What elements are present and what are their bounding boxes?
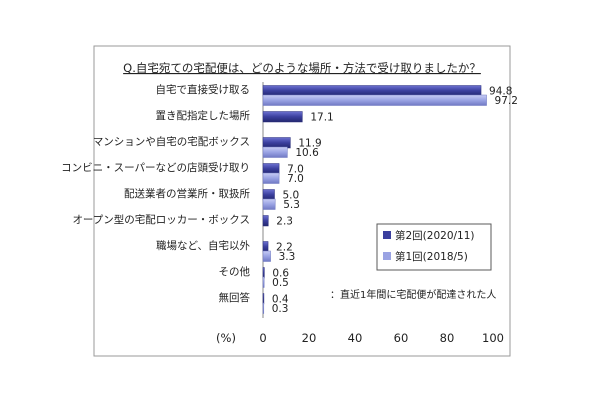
data-label: 94.8 [489, 86, 512, 98]
bar-series2 [262, 172, 280, 184]
x-tick-label: 100 [482, 331, 504, 345]
bar-series1 [262, 241, 269, 253]
category-label: 配送業者の営業所・取扱所 [124, 187, 250, 200]
category-label: その他 [219, 265, 251, 278]
data-label: 97.2 [495, 95, 518, 107]
x-axis-label: (%) [216, 331, 236, 345]
category-label: コンビニ・スーパーなどの店頭受け取り [61, 161, 250, 174]
bar-series2 [262, 146, 288, 158]
legend-label: 第2回(2020/11) [395, 229, 475, 242]
category-label: オープン型の宅配ロッカー・ボックス [72, 213, 250, 226]
bar-series1 [262, 137, 291, 149]
bar-series2 [262, 250, 271, 262]
category-label: 職場など、自宅以外 [156, 239, 250, 252]
data-label: 7.0 [287, 173, 304, 185]
data-label: 17.1 [310, 112, 333, 124]
legend-swatch [383, 252, 391, 260]
note-text: ：直近1年間に宅配便が配達された人 [330, 288, 496, 301]
category-label: 置き配指定した場所 [156, 109, 251, 122]
x-tick-label: 0 [259, 331, 266, 345]
category-label: マンションや自宅の宅配ボックス [93, 135, 250, 148]
data-label: 7.0 [287, 164, 304, 176]
x-tick-label: 80 [440, 331, 455, 345]
legend-swatch [383, 231, 391, 239]
x-tick-label: 60 [394, 331, 409, 345]
data-label: 3.3 [279, 251, 296, 263]
data-label: 5.3 [283, 199, 300, 211]
data-label: 2.2 [276, 242, 293, 254]
bar-series1 [262, 215, 269, 227]
data-label: 10.6 [295, 147, 319, 159]
legend-box [376, 223, 492, 271]
bar-series1 [262, 267, 265, 279]
bar-series1 [262, 293, 265, 305]
data-label: 11.9 [298, 138, 321, 150]
data-label: 0.3 [272, 303, 289, 315]
bar-series1 [262, 163, 280, 175]
bar-series2 [262, 94, 487, 106]
data-label: 0.5 [272, 277, 289, 289]
bar-series1 [262, 189, 275, 201]
x-tick-label: 20 [302, 331, 317, 345]
bar-series2 [262, 302, 265, 314]
category-label: 自宅で直接受け取る [156, 83, 251, 96]
data-label: 5.0 [283, 190, 300, 202]
legend-label: 第1回(2018/5) [395, 250, 468, 263]
bar-series2 [262, 276, 265, 288]
bar-series1 [262, 111, 303, 123]
chart-title: Q.自宅宛ての宅配便は、どのような場所・方法で受け取りましたか？ [123, 61, 481, 75]
bar-series2 [262, 198, 276, 210]
data-label: 2.3 [276, 216, 293, 228]
category-label: 無回答 [219, 291, 251, 304]
x-tick-label: 40 [348, 331, 363, 345]
data-label: 0.4 [272, 294, 289, 306]
data-label: 0.6 [272, 268, 289, 280]
bar-series1 [262, 85, 482, 97]
chart-border [93, 45, 511, 357]
